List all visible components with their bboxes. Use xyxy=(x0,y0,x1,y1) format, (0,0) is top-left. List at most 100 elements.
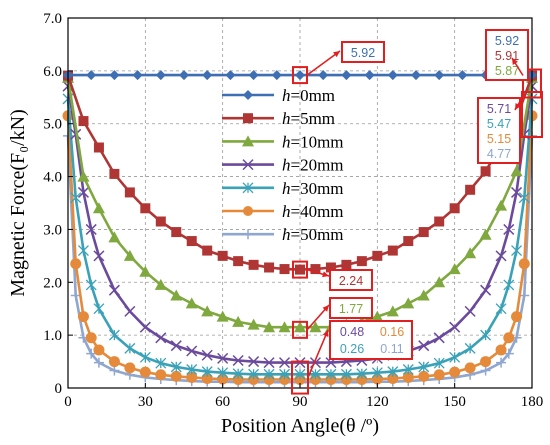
data-point xyxy=(85,279,97,291)
data-point xyxy=(78,116,89,127)
data-point xyxy=(387,366,399,378)
data-point xyxy=(86,348,97,359)
data-point xyxy=(387,70,398,81)
data-point xyxy=(242,182,254,194)
data-point xyxy=(480,356,492,368)
axes xyxy=(67,17,533,389)
data-point xyxy=(201,349,213,361)
data-point xyxy=(109,70,120,81)
data-point xyxy=(201,366,213,378)
data-point xyxy=(108,356,120,368)
data-point xyxy=(434,216,445,227)
data-point xyxy=(77,186,89,198)
data-point xyxy=(109,365,120,376)
data-point xyxy=(92,202,105,214)
data-point xyxy=(371,367,383,379)
x-tick-label: 90 xyxy=(293,394,308,410)
data-point xyxy=(170,370,182,382)
annotation-value: 5.92 xyxy=(495,34,519,48)
data-point xyxy=(418,361,430,373)
annotation-value: 5.47 xyxy=(487,117,511,131)
data-point xyxy=(402,364,414,375)
annotation-label-box xyxy=(329,297,373,319)
data-point xyxy=(123,249,136,261)
data-point xyxy=(233,256,244,267)
data-point xyxy=(263,321,276,333)
data-point xyxy=(217,352,229,364)
data-point xyxy=(510,165,523,177)
data-point xyxy=(518,192,530,204)
annotation-value: 5.71 xyxy=(487,102,511,116)
legend-label: h=5mm xyxy=(282,109,335,128)
annotation-value: 1.77 xyxy=(339,302,363,316)
legend-item: h=5mm xyxy=(222,109,335,128)
data-point xyxy=(480,166,491,177)
data-point xyxy=(201,372,213,384)
data-point xyxy=(70,192,82,204)
legend-item: h=20mm xyxy=(222,156,344,175)
annotation-callout: 0.48 0.16 0.26 0.11 xyxy=(291,320,413,395)
annotation-label-box xyxy=(329,269,373,291)
annotation-value: 5.87 xyxy=(495,64,519,78)
data-point xyxy=(433,357,445,369)
data-point xyxy=(202,70,213,81)
annotation-value: 0.11 xyxy=(380,342,403,356)
data-point xyxy=(155,216,166,227)
data-point xyxy=(457,70,468,81)
data-point xyxy=(170,361,182,373)
data-point xyxy=(480,284,492,296)
data-point xyxy=(263,368,275,380)
data-point xyxy=(449,203,460,214)
data-point xyxy=(294,357,306,369)
data-point xyxy=(216,310,229,322)
data-point xyxy=(154,278,167,290)
data-point xyxy=(464,247,477,259)
data-point xyxy=(294,321,306,333)
y-tick-label: 5.0 xyxy=(43,117,62,133)
data-point xyxy=(93,250,105,262)
data-point xyxy=(371,310,384,322)
data-point xyxy=(402,371,414,383)
data-point xyxy=(124,342,136,354)
data-point xyxy=(464,342,476,354)
data-point xyxy=(124,362,136,374)
annotation-arrow xyxy=(307,329,329,378)
annotation-label-box xyxy=(341,41,385,63)
data-point xyxy=(295,70,305,81)
data-point xyxy=(108,284,120,296)
data-point xyxy=(247,318,260,330)
data-point xyxy=(295,264,305,275)
data-point xyxy=(243,206,253,216)
data-point xyxy=(139,351,151,363)
annotation-callout: 2.24 xyxy=(292,260,373,291)
data-point xyxy=(418,370,430,382)
data-point xyxy=(155,332,167,344)
data-point xyxy=(243,229,253,240)
data-point xyxy=(132,70,143,81)
data-point xyxy=(93,344,105,356)
data-point xyxy=(170,340,182,352)
legend-label: h=10mm xyxy=(282,132,344,151)
data-point xyxy=(449,366,461,378)
data-point xyxy=(519,290,530,301)
data-point xyxy=(124,187,135,198)
plot-frame xyxy=(67,17,533,389)
data-point xyxy=(93,142,104,153)
annotation-value: 5.92 xyxy=(351,46,375,60)
y-tick-label: 3.0 xyxy=(43,222,62,238)
data-point xyxy=(155,357,167,369)
data-point xyxy=(139,265,152,277)
data-point xyxy=(418,227,429,238)
y-tick-label: 2.0 xyxy=(43,275,62,291)
annotation-callout: 1.77 xyxy=(292,297,373,339)
data-point xyxy=(503,348,514,359)
data-point xyxy=(139,366,151,378)
data-point xyxy=(411,70,421,81)
data-point xyxy=(464,362,476,374)
data-point xyxy=(85,223,97,235)
data-point xyxy=(503,332,515,344)
data-point xyxy=(434,70,445,81)
x-axis-title: Position Angle(θ /º) xyxy=(221,415,379,437)
legend-label: h=50mm xyxy=(282,225,344,244)
data-point xyxy=(108,231,121,243)
